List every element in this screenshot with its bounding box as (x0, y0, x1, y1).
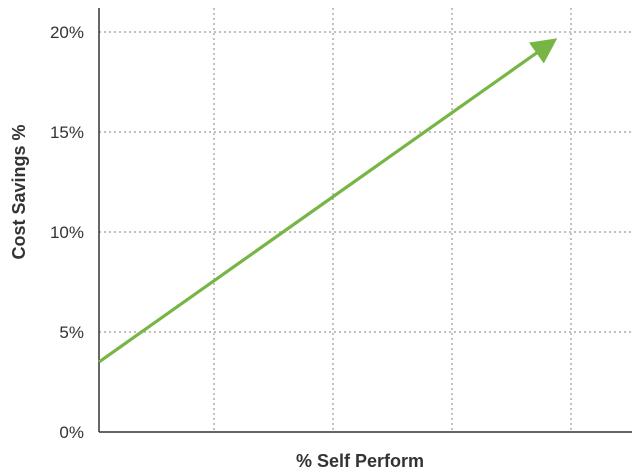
series-line-0 (98, 38, 558, 364)
y-tick-labels: 0% 5% 10% 15% 20% (50, 23, 84, 442)
y-tick-label: 10% (50, 223, 84, 242)
x-axis-title: % Self Perform (296, 451, 424, 471)
axes (98, 8, 632, 433)
y-tick-label: 0% (59, 423, 84, 442)
y-tick-label: 20% (50, 23, 84, 42)
y-tick-label: 15% (50, 123, 84, 142)
series-layer (98, 38, 558, 364)
gridlines (99, 8, 632, 432)
y-tick-label: 5% (59, 323, 84, 342)
y-axis-title: Cost Savings % (9, 124, 29, 259)
